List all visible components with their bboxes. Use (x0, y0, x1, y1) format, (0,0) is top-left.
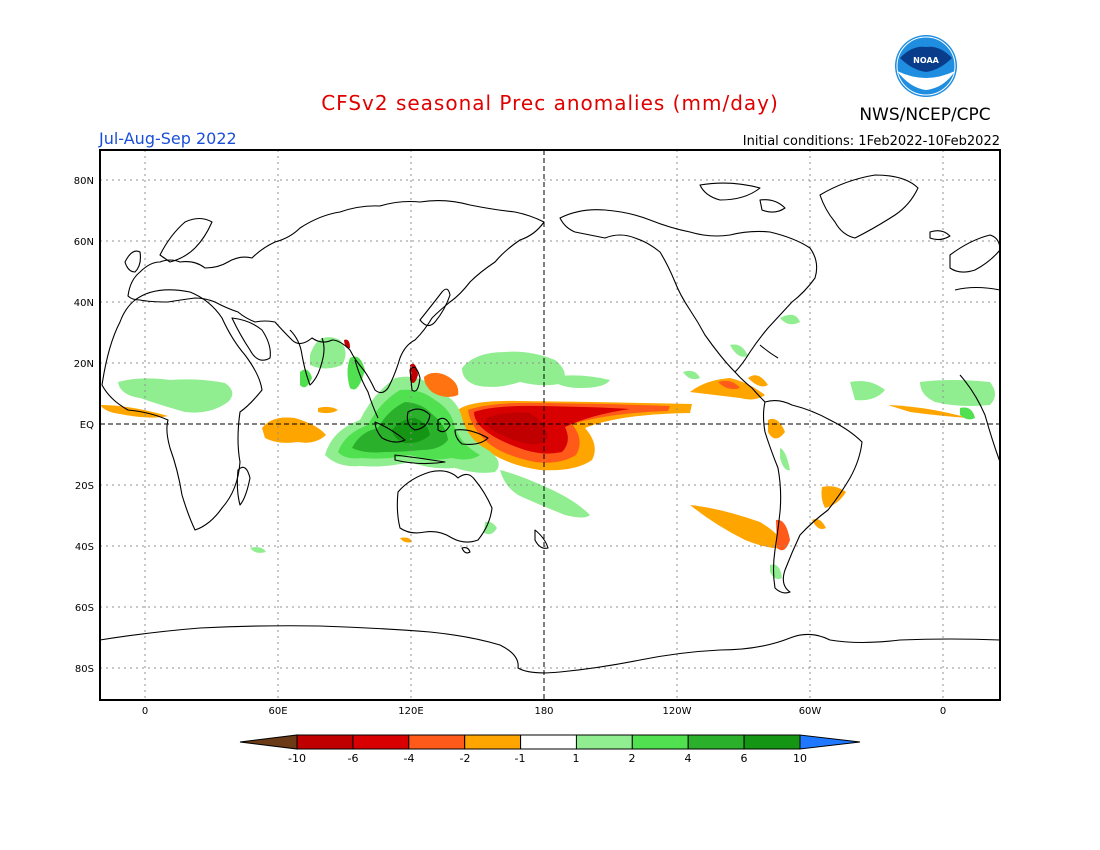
reference-lines (100, 150, 1000, 700)
wet-anomaly-spcz (500, 470, 590, 518)
colorbar-tick-label: -1 (515, 752, 526, 765)
latitude-axis: 80N 60N 40N 20N EQ 20S 40S 60S 80S (74, 176, 94, 675)
anomaly-shading (100, 314, 995, 580)
colorbar-cell (687, 734, 745, 750)
colorbar-tick-label: 6 (741, 752, 748, 765)
colorbar-tick-label: -6 (348, 752, 359, 765)
coast-eurasia (127, 199, 545, 394)
colorbar-arrow-high (799, 734, 861, 750)
colorbar-tick-label: 1 (573, 752, 580, 765)
lat-label: EQ (80, 420, 94, 431)
lat-label: 40S (75, 542, 94, 553)
colorbar-arrow-low (239, 734, 298, 750)
wet-anomaly-africa-sahel (118, 378, 233, 413)
lon-label: 120W (663, 706, 692, 717)
colorbar-cell (575, 734, 633, 750)
colorbar-tick-label: -4 (404, 752, 415, 765)
longitude-axis: 0 60E 120E 180 120W 60W 0 (142, 706, 946, 717)
lon-label: 120E (398, 706, 423, 717)
lon-label: 60W (799, 706, 822, 717)
lat-label: 80S (75, 664, 94, 675)
colorbar-tick-label: 10 (793, 752, 807, 765)
colorbar-tick-label: 2 (629, 752, 636, 765)
lat-label: 60S (75, 603, 94, 614)
colorbar: -10 -6 -4 -2 -1 1 2 4 6 10 (239, 734, 861, 765)
lon-label: 60E (268, 706, 287, 717)
lon-label: 0 (940, 706, 946, 717)
map-title: CFSv2 seasonal Prec anomalies (mm/day) (321, 91, 779, 115)
wet-anomaly-north-pacific (462, 351, 565, 387)
colorbar-cell (408, 734, 466, 750)
noaa-logo: NOAA (895, 35, 957, 97)
colorbar-cell (520, 734, 577, 750)
coastlines (100, 174, 1000, 674)
colorbar-cell (464, 734, 522, 750)
coast-australia (396, 470, 493, 543)
lon-label: 0 (142, 706, 148, 717)
coast-south-america (762, 399, 863, 594)
wet-anomaly-india (310, 337, 346, 369)
colorbar-tick-label: -2 (460, 752, 471, 765)
lat-label: 20N (74, 359, 94, 370)
colorbar-tick-label: -10 (288, 752, 306, 765)
dry-anomaly-central-america (690, 378, 765, 400)
map-panel (99, 149, 1001, 701)
dry-anomaly-southeast-pacific (690, 505, 785, 549)
dry-anomaly-west-pacific (424, 372, 459, 397)
agency-label: NWS/NCEP/CPC (859, 105, 990, 125)
lon-label: 180 (534, 706, 553, 717)
colorbar-cell (743, 734, 801, 750)
coast-antarctica (100, 625, 1000, 674)
colorbar-cell (296, 734, 354, 750)
colorbar-tick-label: 4 (685, 752, 692, 765)
lat-label: 60N (74, 237, 94, 248)
season-label: Jul-Aug-Sep 2022 (98, 129, 237, 148)
coast-africa (101, 289, 263, 531)
lat-label: 40N (74, 298, 94, 309)
colorbar-cell (631, 734, 689, 750)
colorbar-cell (352, 734, 410, 750)
coast-north-america (559, 209, 818, 373)
initial-conditions-label: Initial conditions: 1Feb2022-10Feb2022 (743, 134, 1000, 149)
map-frame (99, 149, 1001, 701)
lat-label: 20S (75, 481, 94, 492)
lat-label: 80N (74, 176, 94, 187)
logo-text: NOAA (913, 56, 939, 65)
